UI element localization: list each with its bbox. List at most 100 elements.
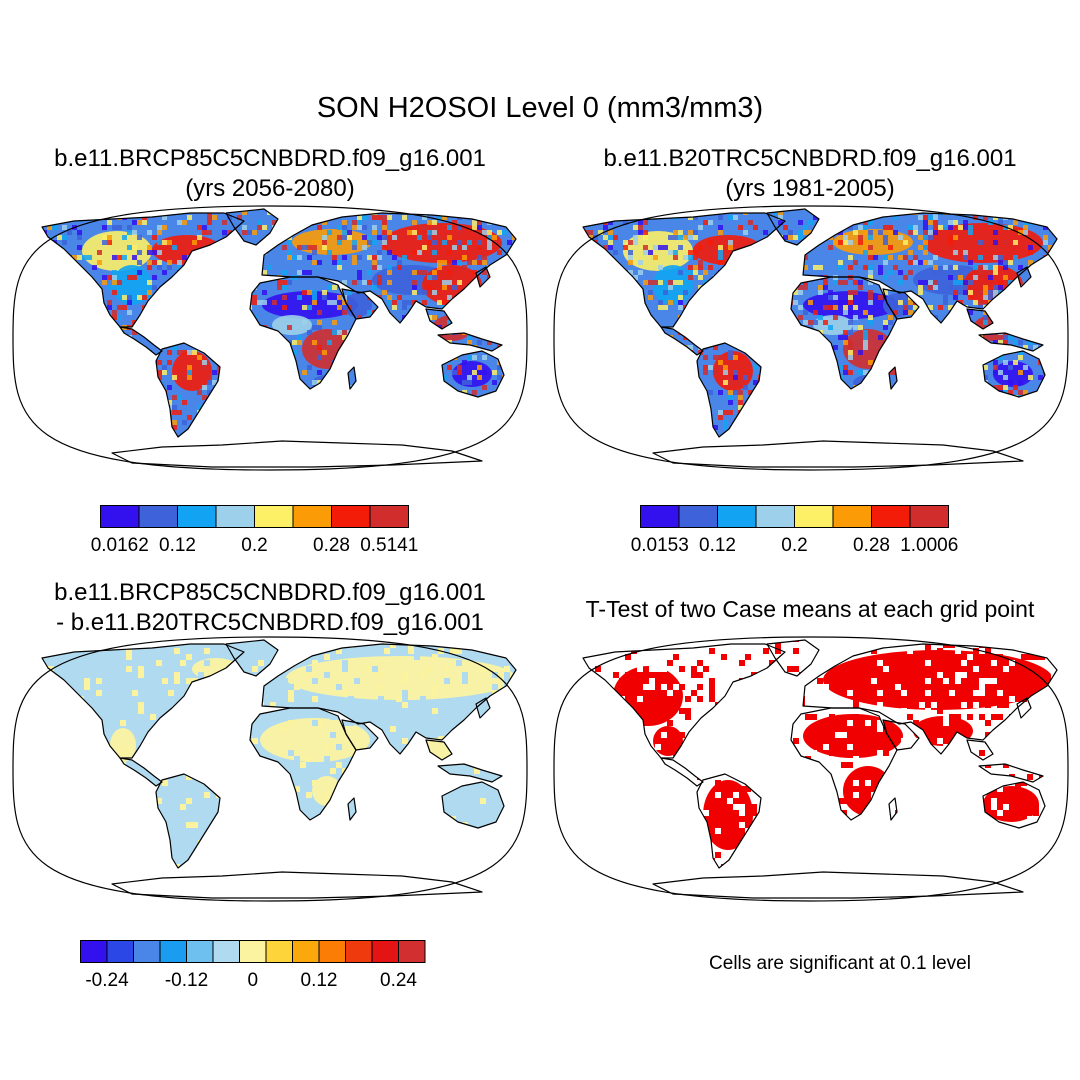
coastline-central-america [119,326,163,356]
coastline-greenland [225,208,279,246]
colorbar-swatch [871,505,911,528]
colorbar-swatch [239,940,267,963]
coastline-greenland [766,639,820,677]
map-ttest-significance [553,636,1069,902]
colorbar-swatch [215,505,255,528]
colorbar-swatch [292,505,332,528]
coastline-australia [441,350,505,398]
coastline-africa [790,276,898,390]
colorbar-swatch [832,505,872,528]
panel-historical-title: b.e11.B20TRC5CNBDRD.f09_g16.001 (yrs 198… [550,144,1070,204]
panel-future-case: b.e11.BRCP85C5CNBDRD.f09_g16.001 [54,145,486,172]
colorbar-swatch [794,505,834,528]
panel-future-title: b.e11.BRCP85C5CNBDRD.f09_g16.001 (yrs 20… [10,144,530,204]
colorbar-tick-label: 0.2 [241,535,267,556]
colorbar-tick-label: 0.12 [159,535,196,556]
panel-difference-title: b.e11.BRCP85C5CNBDRD.f09_g16.001 - b.e11… [10,578,530,638]
coastline-central-america [660,326,704,356]
colorbar-swatch [398,940,426,963]
coastline-southeast-asia [425,308,453,330]
colorbar-tick-label: 0.12 [699,535,736,556]
colorbar-swatch [133,940,161,963]
coastline-southeast-asia [425,739,453,761]
coastline-south-america [155,773,221,869]
coastline-arabia [341,288,379,320]
coastline-south-america [696,773,762,869]
panel-difference-case-a: b.e11.BRCP85C5CNBDRD.f09_g16.001 [54,579,486,606]
panel-future-years: (yrs 2056-2080) [185,175,355,202]
colorbar-future: 0.0162 0.12 0.2 0.28 0.5141 [91,505,418,556]
coastline-central-america [119,757,163,787]
colorbar-swatch [186,940,214,963]
coastline-australia [982,350,1046,398]
coastline-antarctica [111,871,483,899]
colorbar-swatch [177,505,217,528]
coastline-north-america [582,643,786,759]
coastline-australia [982,781,1046,829]
colorbar-tick-label: -0.12 [165,970,208,991]
coastline-indonesia [437,763,503,783]
colorbar-swatch [640,505,680,528]
significance-note: Cells are significant at 0.1 level [709,953,971,974]
colorbar-swatch [345,940,373,963]
colorbar-tick-label: 0.28 [313,535,350,556]
coastline-africa [790,707,898,821]
coastline-australia [441,781,505,829]
coastline-north-america [41,212,245,328]
coastline-north-america [582,212,786,328]
colorbar-difference: -0.24 -0.12 0 0.12 0.24 [80,940,426,991]
coastline-japan [475,266,491,288]
colorbar-swatch [159,940,187,963]
map-frame [12,205,528,471]
map-future-soil-moisture [12,205,528,471]
coastline-africa [249,276,357,390]
panel-difference-case-b: - b.e11.B20TRC5CNBDRD.f09_g16.001 [56,609,484,636]
colorbar-swatch [138,505,178,528]
coastline-southeast-asia [966,308,994,330]
coastline-japan [1016,697,1032,719]
figure-title: SON H2OSOI Level 0 (mm3/mm3) [316,92,764,124]
coastline-antarctica [652,440,1024,468]
colorbar-swatch [717,505,757,528]
coastline-japan [1016,266,1032,288]
coastline-central-america [660,757,704,787]
colorbar-swatch [369,505,409,528]
coastline-japan [475,697,491,719]
colorbar-swatch [318,940,346,963]
panel-historical-case: b.e11.B20TRC5CNBDRD.f09_g16.001 [603,145,1017,172]
coastline-arabia [882,288,920,320]
colorbar-tick-label: 0.28 [853,535,890,556]
coastline-north-america [41,643,245,759]
colorbar-tick-label: 0.2 [781,535,807,556]
colorbar-swatch [100,505,140,528]
colorbar-tick-label: 1.0006 [900,535,958,556]
colorbar-swatch [265,940,293,963]
colorbar-swatch [80,940,108,963]
coastline-africa [249,707,357,821]
coastline-indonesia [437,332,503,352]
colorbar-tick-label: 0.0153 [631,535,689,556]
colorbar-tick-label: 0 [247,970,258,991]
colorbar-swatch [106,940,134,963]
coastline-antarctica [652,871,1024,899]
coastline-arabia [341,719,379,751]
colorbar-tick-label: 0.0162 [91,535,149,556]
coastline-indonesia [978,763,1044,783]
coastline-indonesia [978,332,1044,352]
colorbar-tick-label: -0.24 [85,970,129,991]
coastline-greenland [225,639,279,677]
colorbar-swatch [331,505,371,528]
colorbar-swatch [292,940,320,963]
coastline-madagascar [888,366,898,390]
colorbar-tick-label: 0.24 [380,970,417,991]
panel-historical-years: (yrs 1981-2005) [725,175,895,202]
coastline-madagascar [347,797,357,821]
map-frame [553,205,1069,471]
colorbar-swatch [678,505,718,528]
coastline-south-america [696,342,762,438]
coastline-arabia [882,719,920,751]
colorbar-historical: 0.0153 0.12 0.2 0.28 1.0006 [631,505,958,556]
map-difference [12,636,528,902]
map-historical-soil-moisture [553,205,1069,471]
coastline-southeast-asia [966,739,994,761]
